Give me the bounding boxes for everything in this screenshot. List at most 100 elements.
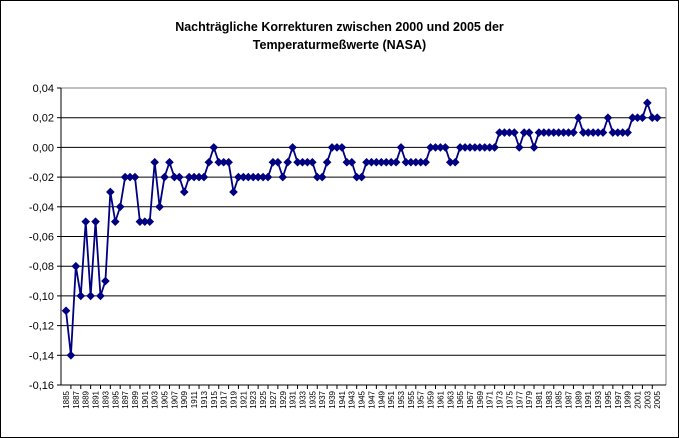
x-tick-label: 1921 — [239, 390, 248, 408]
x-tick-label: 1975 — [505, 390, 514, 408]
x-tick-label: 1887 — [72, 390, 81, 408]
x-tick-label: 1885 — [62, 390, 71, 408]
data-point-1930 — [283, 157, 293, 167]
data-point-1895 — [110, 217, 120, 226]
x-tick-label: 1997 — [614, 390, 623, 408]
x-tick-label: 2003 — [643, 390, 652, 408]
x-tick-label: 2005 — [653, 390, 662, 408]
x-tick-label: 1929 — [279, 390, 288, 408]
data-point-1994 — [598, 128, 608, 137]
x-tick-label: 1913 — [200, 390, 209, 408]
data-point-1899 — [130, 172, 140, 182]
data-point-1976 — [510, 128, 519, 137]
data-point-1980 — [529, 143, 539, 152]
data-point-1904 — [155, 202, 164, 212]
data-point-2002 — [638, 113, 647, 123]
x-tick-label: 1951 — [387, 390, 396, 408]
x-tick-label: 1971 — [486, 390, 495, 408]
x-tick-label: 1973 — [496, 390, 505, 408]
x-tick-label: 1889 — [82, 390, 91, 408]
data-point-1903 — [150, 157, 159, 167]
data-point-1952 — [391, 157, 401, 167]
data-point-1896 — [115, 202, 125, 212]
x-tick-label: 1927 — [269, 390, 278, 408]
data-point-1972 — [490, 143, 499, 152]
x-tick-label: 1963 — [446, 390, 455, 408]
y-tick-label: -0,04 — [29, 202, 54, 214]
x-tick-label: 1915 — [210, 390, 219, 408]
x-tick-label: 1999 — [624, 390, 633, 408]
y-tick-label: 0,04 — [33, 83, 54, 95]
y-tick-label: 0,02 — [33, 113, 54, 125]
data-point-1888 — [76, 291, 86, 301]
y-tick-label: -0,16 — [29, 380, 54, 392]
x-tick-label: 1939 — [328, 390, 337, 408]
x-tick-label: 1899 — [131, 390, 140, 408]
data-point-1909 — [179, 187, 189, 197]
x-tick-label: 1933 — [298, 390, 307, 408]
x-tick-label: 1909 — [180, 390, 189, 408]
data-point-1889 — [81, 217, 91, 226]
data-point-1937 — [317, 172, 327, 182]
y-tick-label: -0,02 — [29, 172, 54, 184]
x-tick-label: 1959 — [427, 390, 436, 408]
data-point-1962 — [441, 143, 450, 152]
data-point-1894 — [106, 187, 115, 197]
x-tick-label: 1947 — [367, 390, 376, 408]
x-tick-label: 1967 — [466, 390, 475, 408]
data-point-1886 — [66, 350, 76, 360]
x-tick-label: 1957 — [417, 390, 426, 408]
y-tick-label: -0,06 — [29, 232, 54, 244]
data-point-1913 — [199, 172, 209, 182]
x-tick-label: 1955 — [407, 390, 416, 408]
data-point-1902 — [145, 217, 155, 226]
x-tick-label: 1953 — [397, 390, 406, 408]
data-point-1964 — [450, 157, 460, 167]
x-tick-label: 1991 — [584, 390, 593, 408]
x-tick-label: 1917 — [220, 390, 229, 408]
x-tick-label: 1983 — [545, 390, 554, 408]
data-point-1999 — [623, 128, 632, 137]
x-tick-label: 1985 — [555, 390, 564, 408]
data-point-1977 — [514, 143, 524, 152]
x-tick-label: 1989 — [574, 390, 583, 408]
data-point-1890 — [86, 291, 95, 301]
data-point-1918 — [224, 157, 233, 167]
x-tick-label: 1911 — [190, 390, 199, 408]
data-point-2003 — [643, 98, 652, 108]
x-tick-label: 1903 — [151, 390, 160, 408]
x-tick-label: 1907 — [170, 390, 179, 408]
data-point-1953 — [396, 143, 406, 152]
data-point-1929 — [278, 172, 288, 182]
data-point-1988 — [569, 128, 578, 137]
data-series-line — [65, 99, 658, 356]
data-point-1995 — [603, 113, 613, 123]
data-point-1914 — [204, 157, 214, 167]
data-point-1941 — [337, 143, 347, 152]
x-tick-label: 1893 — [101, 390, 110, 408]
x-tick-label: 1981 — [535, 390, 544, 408]
chart-title-line1: Nachträgliche Korrekturen zwischen 2000 … — [175, 20, 504, 34]
data-point-1915 — [209, 143, 219, 152]
data-point-1887 — [71, 261, 81, 271]
x-tick-label: 1901 — [141, 390, 150, 408]
data-point-1931 — [288, 143, 297, 152]
y-tick-label: 0,00 — [33, 142, 54, 154]
data-point-1926 — [263, 172, 273, 182]
x-tick-label: 1993 — [594, 390, 603, 408]
x-tick-label: 1945 — [358, 390, 367, 408]
chart-title: Nachträgliche Korrekturen zwischen 2000 … — [1, 18, 678, 54]
data-point-1905 — [160, 172, 169, 182]
x-tick-label: 1977 — [515, 390, 524, 408]
x-tick-label: 1969 — [476, 390, 485, 408]
data-point-1919 — [229, 187, 238, 197]
x-tick-label: 1935 — [308, 390, 317, 408]
x-tick-label: 1891 — [92, 390, 101, 408]
x-tick-label: 1937 — [318, 390, 327, 408]
x-tick-label: 1965 — [456, 390, 465, 408]
y-tick-label: -0,08 — [29, 261, 54, 273]
y-tick-label: -0,12 — [29, 321, 54, 333]
data-point-1979 — [524, 128, 534, 137]
